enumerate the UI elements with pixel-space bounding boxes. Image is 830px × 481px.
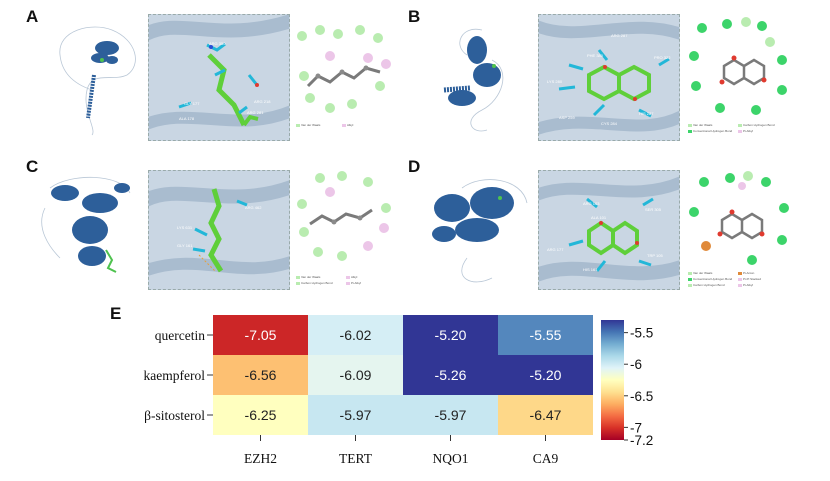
panel-c-protein [41, 176, 131, 273]
legend-item: Carbon Hydrogen Bond [301, 281, 333, 285]
x-tick-label: EZH2 [244, 451, 277, 466]
cell-value-label: -5.55 [530, 327, 562, 343]
legend-item: Conventional Hydrogen Bond [693, 129, 733, 133]
colorbar-tick-label: -6.5 [630, 389, 653, 404]
panel-d-zoom: ARG 103 SER 305 ALA 101 ARG 177 TRP 105 … [538, 170, 680, 290]
panel-a-zoom: ARG 350 GLY 177 ALA 178 ARG 218 ARG 281 [148, 14, 290, 141]
panel-a-protein [59, 26, 136, 136]
cell-value-label: -7.05 [245, 327, 277, 343]
cell-value-label: -6.56 [245, 367, 277, 383]
legend-item: Pi-Anion [743, 271, 755, 275]
residue-label: ALA 178 [179, 116, 195, 121]
heatmap-cell [403, 315, 498, 355]
heatmap-cell [498, 355, 593, 395]
cell-value-label: -5.20 [530, 367, 562, 383]
residue-label: GLY 177 [184, 101, 200, 106]
residue-label: HIS 161 [583, 267, 598, 272]
residue-label: LYS 631 [177, 225, 193, 230]
panel-a-interaction-map: Van der Waals Alkyl [290, 16, 395, 136]
residue-label: GLY 161 [177, 243, 193, 248]
colorbar [601, 320, 624, 440]
residue-label: SER 305 [645, 207, 662, 212]
y-tick-label: kaempferol [144, 368, 206, 383]
legend-item: Conventional Hydrogen Bond [693, 277, 733, 281]
residue-label: ALA 101 [591, 215, 607, 220]
legend-item: Van der Waals [301, 275, 321, 279]
residue-label: ARG 103 [583, 201, 600, 206]
panel-a-label: A [26, 7, 39, 26]
residue-label: HIS 287 [639, 111, 654, 116]
panel-d-protein [432, 179, 528, 283]
cell-value-label: -5.20 [435, 327, 467, 343]
residue-label: CYS 284 [601, 121, 618, 126]
legend-item: Van der Waals [301, 123, 321, 127]
heatmap-cell [213, 315, 308, 355]
cell-value-label: -6.09 [340, 367, 372, 383]
x-tick-label: CA9 [533, 451, 559, 466]
cell-value-label: -6.47 [530, 407, 562, 423]
legend-item: Carbon Hydrogen Bond [743, 123, 775, 127]
heatmap-cell [498, 315, 593, 355]
cell-value-label: -6.25 [245, 407, 277, 423]
colorbar-tick-label: -7 [630, 420, 642, 435]
residue-label: LYS 280 [547, 79, 563, 84]
legend-item: Alkyl [347, 123, 354, 127]
legend-item: Pi-Alkyl [743, 283, 754, 287]
residue-label: PHE 380 [587, 53, 604, 58]
residue-label: ARG 177 [547, 247, 564, 252]
colorbar-tick-label: -5.5 [630, 326, 653, 341]
y-tick-label: quercetin [155, 328, 205, 343]
heatmap-cell [308, 355, 403, 395]
legend-item: Van der Waals [693, 123, 713, 127]
residue-label: ARG 350 [209, 41, 226, 46]
panel-e-label: E [110, 304, 122, 323]
colorbar-tick-label: -6 [630, 357, 642, 372]
panel-b-label: B [408, 7, 421, 26]
cell-value-label: -5.97 [340, 407, 372, 423]
panel-c-zoom: LYS 631 GLY 161 ARG 462 [148, 170, 290, 290]
heatmap-cell [403, 355, 498, 395]
heatmap-cell [213, 355, 308, 395]
legend-item: Alkyl [351, 275, 358, 279]
heatmap-cell [308, 315, 403, 355]
panel-d-label: D [408, 157, 421, 176]
cell-value-label: -5.97 [435, 407, 467, 423]
colorbar-tick-label: -7.2 [630, 433, 653, 448]
residue-label: ARG 287 [611, 33, 628, 38]
legend-item: Pi-Alkyl [351, 281, 362, 285]
heatmap-cell [308, 395, 403, 435]
heatmap-cell [213, 395, 308, 435]
panel-c-label: C [26, 157, 39, 176]
residue-label: ARG 281 [247, 110, 264, 115]
y-tick-label: β-sitosterol [144, 408, 205, 423]
x-tick-label: NQO1 [433, 451, 469, 466]
cell-value-label: -5.26 [435, 367, 467, 383]
residue-label: ARG 218 [254, 99, 271, 104]
heatmap-cell [498, 395, 593, 435]
cell-value-label: -6.02 [340, 327, 372, 343]
residue-label: ARG 462 [245, 205, 262, 210]
legend-item: Van der Waals [693, 271, 713, 275]
legend-item: Carbon Hydrogen Bond [693, 283, 725, 287]
panel-d-interaction-map: Van der Waals Conventional Hydrogen Bond… [682, 168, 802, 292]
panel-b-interaction-map: Van der Waals Conventional Hydrogen Bond… [682, 16, 802, 138]
panel-b-zoom: ARG 287 PHE 380 LYS 280 PRO 322 ASP 259 … [538, 14, 680, 141]
residue-label: ASP 259 [559, 115, 575, 120]
panel-b-protein [443, 28, 504, 132]
panel-c-interaction-map: Van der Waals Carbon Hydrogen Bond Alkyl… [290, 168, 398, 290]
residue-label: PRO 322 [654, 55, 671, 60]
heatmap-cell [403, 395, 498, 435]
legend-item: Pi-Alkyl [743, 129, 754, 133]
residue-label: TRP 105 [647, 253, 663, 258]
legend-item: Pi-Pi Stacked [743, 277, 762, 281]
x-tick-label: TERT [339, 451, 373, 466]
